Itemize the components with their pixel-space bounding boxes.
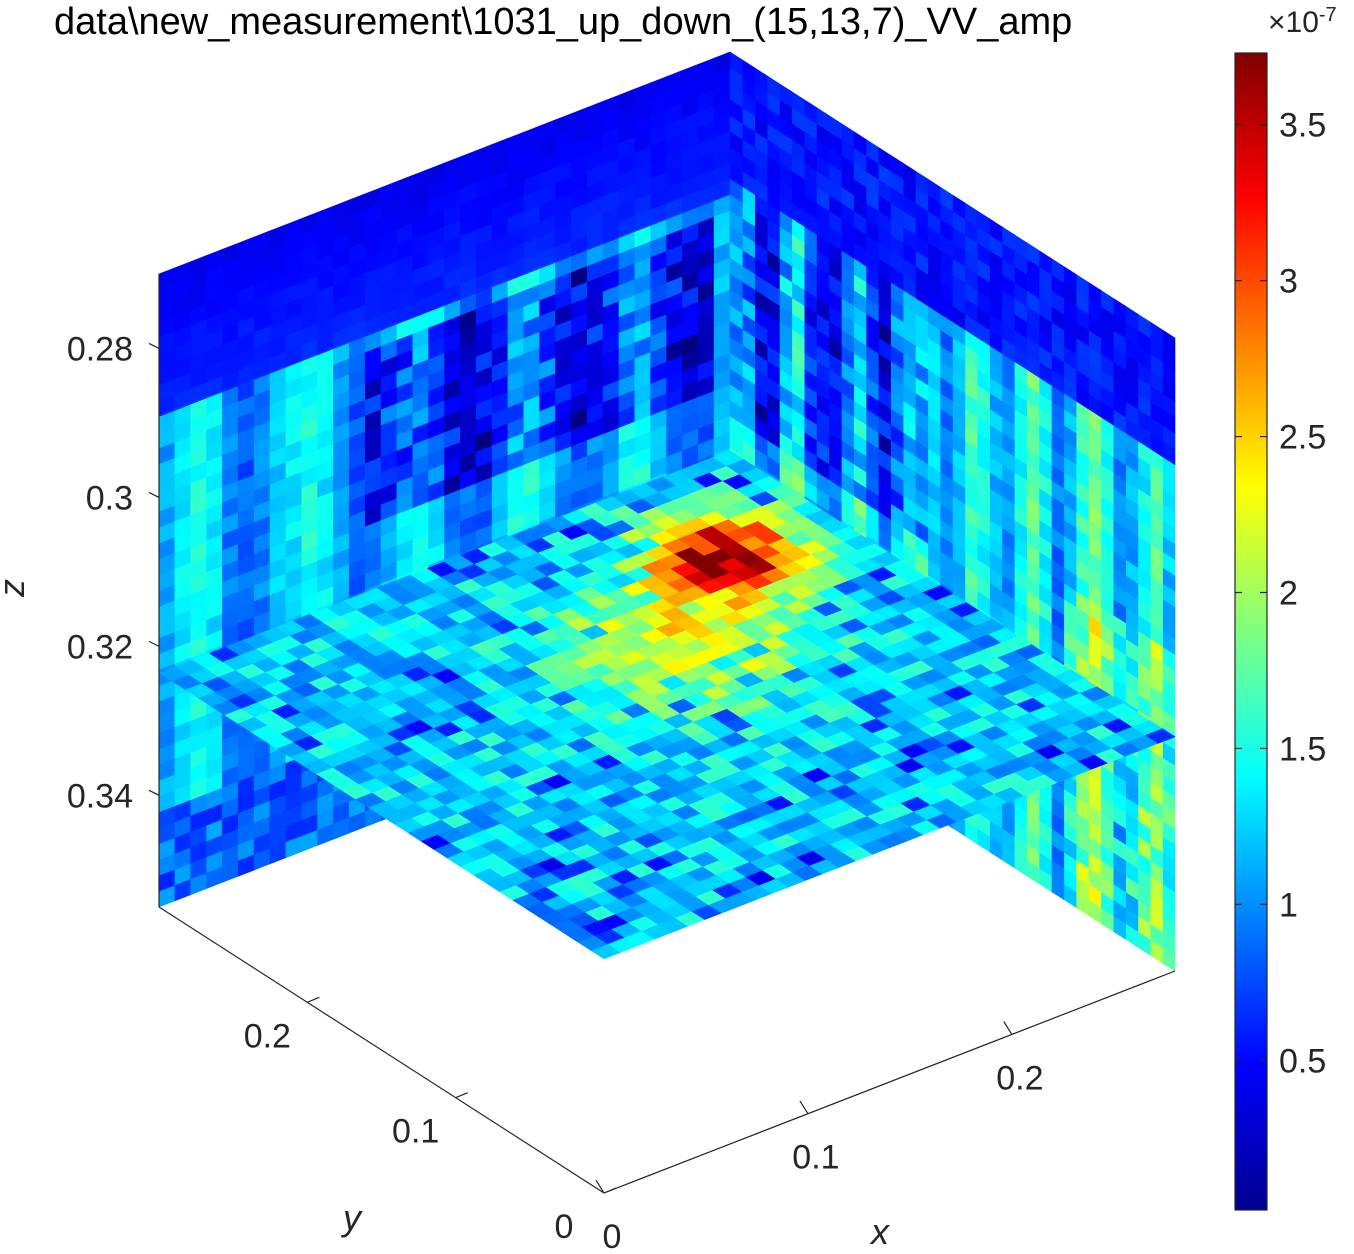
slice-layer (158, 51, 1176, 972)
y-tick-label: 0 (555, 1208, 574, 1246)
colorbar-exponent: ×10-7 (1268, 4, 1337, 40)
z-axis-label: z (0, 579, 32, 598)
colorbar: 0.5 1 1.5 2 2.5 3 3.5 (1234, 52, 1326, 1211)
z-tick-label: 0.32 (67, 628, 133, 666)
z-tick-label: 0.28 (67, 330, 133, 368)
exponent-power: -7 (1318, 4, 1337, 26)
x-axis-line (603, 970, 1176, 1194)
y-tick (307, 996, 320, 1003)
y-tick-label: 0.2 (244, 1017, 291, 1055)
z-tick (148, 491, 160, 498)
z-tick-label: 0.3 (86, 479, 133, 517)
x-tick-label: 0.1 (792, 1139, 839, 1177)
colorbar-tick-label: 2 (1279, 575, 1298, 613)
y-tick-label: 0.1 (392, 1113, 439, 1151)
x-axis-label: x (869, 1211, 891, 1252)
colorbar-tick-label: 1 (1279, 886, 1298, 924)
colorbar-tick-label: 3 (1279, 263, 1298, 301)
colorbar-tick-label: 1.5 (1279, 730, 1326, 768)
z-tick (148, 640, 160, 647)
y-axis-line (158, 906, 605, 1194)
colorbar-tick-label: 0.5 (1279, 1042, 1326, 1080)
x-tick (1003, 1021, 1013, 1035)
x-tick-label: 0.2 (996, 1059, 1043, 1097)
z-tick (148, 789, 160, 796)
exponent-base: ×10 (1268, 6, 1319, 39)
chart-title: data\new_measurement\1031_up_down_(15,13… (54, 1, 1073, 43)
x-tick-label: 0 (603, 1218, 622, 1254)
y-axis-label: y (340, 1197, 363, 1238)
y-tick (603, 1187, 617, 1194)
z-tick-label: 0.34 (67, 777, 133, 815)
z-tick (148, 342, 160, 350)
x-tick (799, 1100, 809, 1115)
colorbar-tick-label: 2.5 (1279, 419, 1326, 457)
colorbar-tick-label: 3.5 (1279, 107, 1326, 145)
colorbar-gradient (1234, 52, 1268, 1211)
y-tick (455, 1092, 468, 1099)
